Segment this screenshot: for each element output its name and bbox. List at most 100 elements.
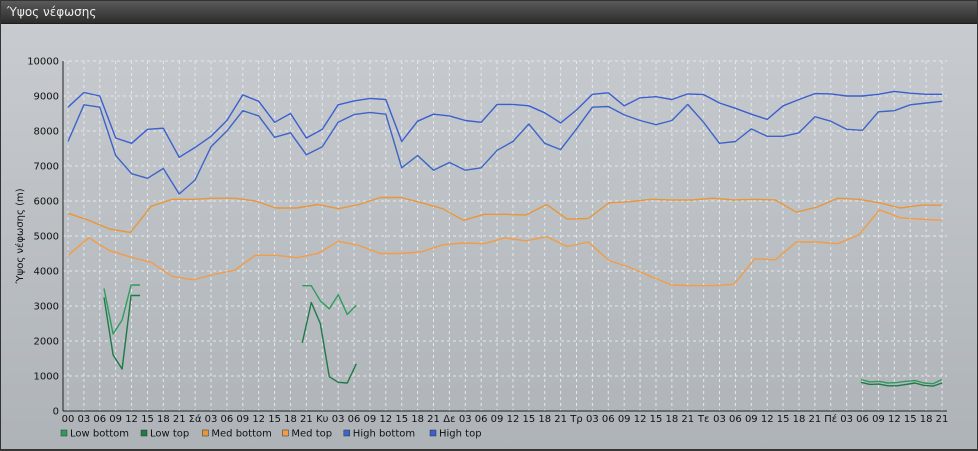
y-tick-label: 3000 <box>34 302 59 313</box>
x-tick-label: 06 <box>475 414 488 425</box>
x-tick-label: Δε <box>443 414 455 425</box>
x-tick-label: 09 <box>491 414 504 425</box>
x-tick-label: 18 <box>157 414 170 425</box>
x-tick-label: 21 <box>809 414 822 425</box>
x-tick-label: 12 <box>252 414 265 425</box>
x-tick-label: 15 <box>777 414 790 425</box>
series-line-high-bottom <box>67 100 943 195</box>
x-tick-label: Κυ <box>316 414 329 425</box>
x-tick-label: 15 <box>650 414 663 425</box>
y-axis-label: Ύψος νέφωσης (m) <box>14 188 26 284</box>
legend-item[interactable]: Med top <box>282 429 332 440</box>
x-tick-label: 18 <box>411 414 424 425</box>
legend-item[interactable]: Med bottom <box>202 429 272 440</box>
legend-label: Med bottom <box>211 429 271 440</box>
x-tick-label: 15 <box>904 414 917 425</box>
x-tick-label: 06 <box>221 414 234 425</box>
x-tick-label: 21 <box>554 414 567 425</box>
x-tick-label: Τρ <box>569 414 582 425</box>
legend-swatch <box>202 429 209 437</box>
y-tick-label: 1000 <box>34 372 59 383</box>
x-tick-label: 03 <box>713 414 726 425</box>
x-tick-label: 18 <box>793 414 806 425</box>
legend-item[interactable]: Low top <box>140 429 189 440</box>
x-tick-label: 21 <box>681 414 694 425</box>
x-tick-label: 09 <box>364 414 377 425</box>
axes: 0 1000 2000 3000 4000 5000 6000 7000 8000 9000 100… <box>27 57 948 426</box>
x-tick-label: 03 <box>332 414 345 425</box>
x-tick-label: 06 <box>729 414 742 425</box>
x-tick-label: 09 <box>109 414 122 425</box>
legend-item[interactable]: High bottom <box>343 429 415 440</box>
x-tick-label: Σά <box>189 413 202 425</box>
legend-label: High bottom <box>353 429 415 440</box>
legend-swatch <box>282 429 289 437</box>
legend-swatch <box>140 429 148 437</box>
x-tick-label: 09 <box>618 414 631 425</box>
x-tick-label: 15 <box>141 414 154 425</box>
grid-lines <box>63 60 947 412</box>
y-tick-label: 5000 <box>34 232 59 243</box>
x-tick-label: 09 <box>745 414 758 425</box>
series-line-low-bottom <box>103 284 943 385</box>
data-series <box>67 90 943 387</box>
window-titlebar: Ύψος νέφωσης <box>1 1 977 24</box>
x-tick-label: 06 <box>856 414 869 425</box>
series-line-med-top <box>67 209 943 287</box>
x-tick-label: 21 <box>300 414 313 425</box>
x-tick-label: 06 <box>348 414 361 425</box>
x-tick-label: 12 <box>634 414 647 425</box>
x-tick-label: 12 <box>761 414 774 425</box>
x-tick-label: Τε <box>697 414 710 425</box>
x-tick-label: 03 <box>840 414 853 425</box>
x-tick-label: 12 <box>888 414 901 425</box>
legend-label: Low top <box>150 429 189 440</box>
x-tick-label: 18 <box>538 414 551 425</box>
legend-item[interactable]: Low bottom <box>60 429 129 440</box>
x-tick-label: 00 <box>62 414 75 425</box>
x-tick-label: 12 <box>507 414 520 425</box>
legend-label: High top <box>439 429 482 440</box>
x-tick-label: 21 <box>173 414 186 425</box>
y-tick-label: 6000 <box>34 197 59 208</box>
legend-swatch <box>429 429 437 437</box>
y-tick-label: 9000 <box>34 92 59 103</box>
x-tick-label: 06 <box>602 414 615 425</box>
x-tick-label: 12 <box>125 414 138 425</box>
x-tick-label: 18 <box>665 414 678 425</box>
x-tick-label: 21 <box>936 414 949 425</box>
series-line-low-top <box>103 294 943 387</box>
y-tick-label: 10000 <box>27 57 59 68</box>
x-tick-label: 12 <box>379 414 392 425</box>
x-tick-label: Πέ <box>824 413 837 425</box>
legend-label: Med top <box>291 429 332 440</box>
x-tick-label: 18 <box>920 414 933 425</box>
x-tick-label: 15 <box>268 414 281 425</box>
legend-item[interactable]: High top <box>429 429 482 440</box>
x-tick-label: 09 <box>872 414 885 425</box>
legend-swatch <box>343 429 351 437</box>
legend-label: Low bottom <box>70 429 129 440</box>
series-line-med-bottom <box>67 196 942 234</box>
x-tick-label: 03 <box>78 414 91 425</box>
y-tick-label: 4000 <box>34 267 59 278</box>
y-tick-label: 7000 <box>34 162 59 173</box>
x-tick-label: 03 <box>459 414 472 425</box>
x-tick-label: 18 <box>284 414 297 425</box>
x-tick-label: 09 <box>236 414 249 425</box>
x-tick-label: 06 <box>93 414 106 425</box>
x-tick-label: 15 <box>522 414 535 425</box>
legend-swatch <box>60 429 68 437</box>
y-tick-label: 8000 <box>34 127 59 138</box>
window-title: Ύψος νέφωσης <box>7 5 97 19</box>
legend: Low bottom Low top Med bottom Med top High b… <box>60 429 482 440</box>
series-line-high-top <box>67 90 942 158</box>
x-tick-label: 21 <box>427 414 440 425</box>
y-tick-label: 2000 <box>34 337 59 348</box>
x-tick-label: 15 <box>395 414 408 425</box>
y-tick-label: 0 <box>53 407 59 418</box>
x-tick-label: 03 <box>205 414 218 425</box>
x-tick-label: 03 <box>586 414 599 425</box>
